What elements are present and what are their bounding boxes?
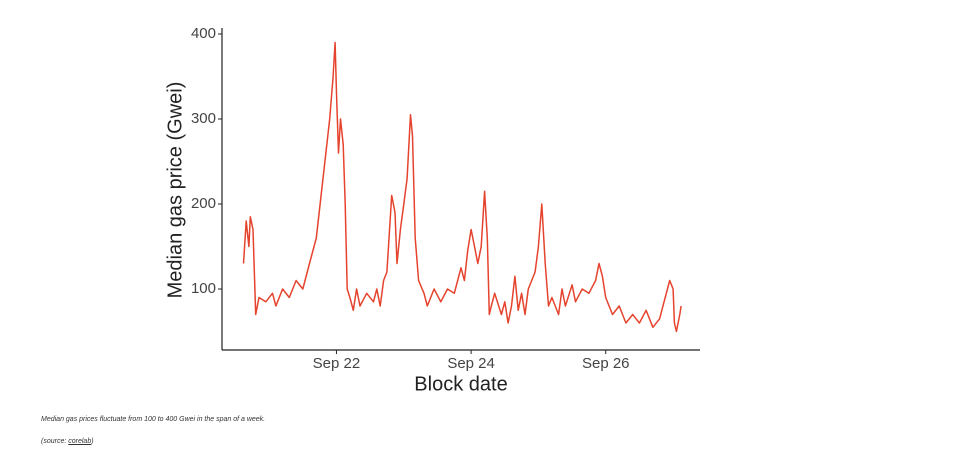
chart: Block date Median gas price (Gwei) 100 20…	[164, 25, 700, 395]
x-tick-label: Sep 26	[582, 355, 630, 372]
y-tick-label: 200	[191, 195, 216, 212]
y-tick-label: 100	[191, 280, 216, 297]
caption: Median gas prices fluctuate from 100 to …	[41, 416, 266, 423]
source-suffix: )	[91, 438, 94, 445]
source-prefix: (source:	[41, 438, 67, 445]
x-axis-label: Block date	[414, 373, 507, 395]
y-tick-label: 400	[191, 25, 216, 42]
line	[242, 41, 682, 333]
source: (source: corelab)	[41, 438, 94, 445]
x-tick-label: Sep 24	[447, 355, 495, 372]
y-axis-label: Median gas price (Gwei)	[164, 82, 186, 299]
source-link[interactable]: corelab	[68, 438, 92, 445]
x-tick-label: Sep 22	[313, 355, 361, 372]
y-tick-label: 300	[191, 110, 216, 127]
